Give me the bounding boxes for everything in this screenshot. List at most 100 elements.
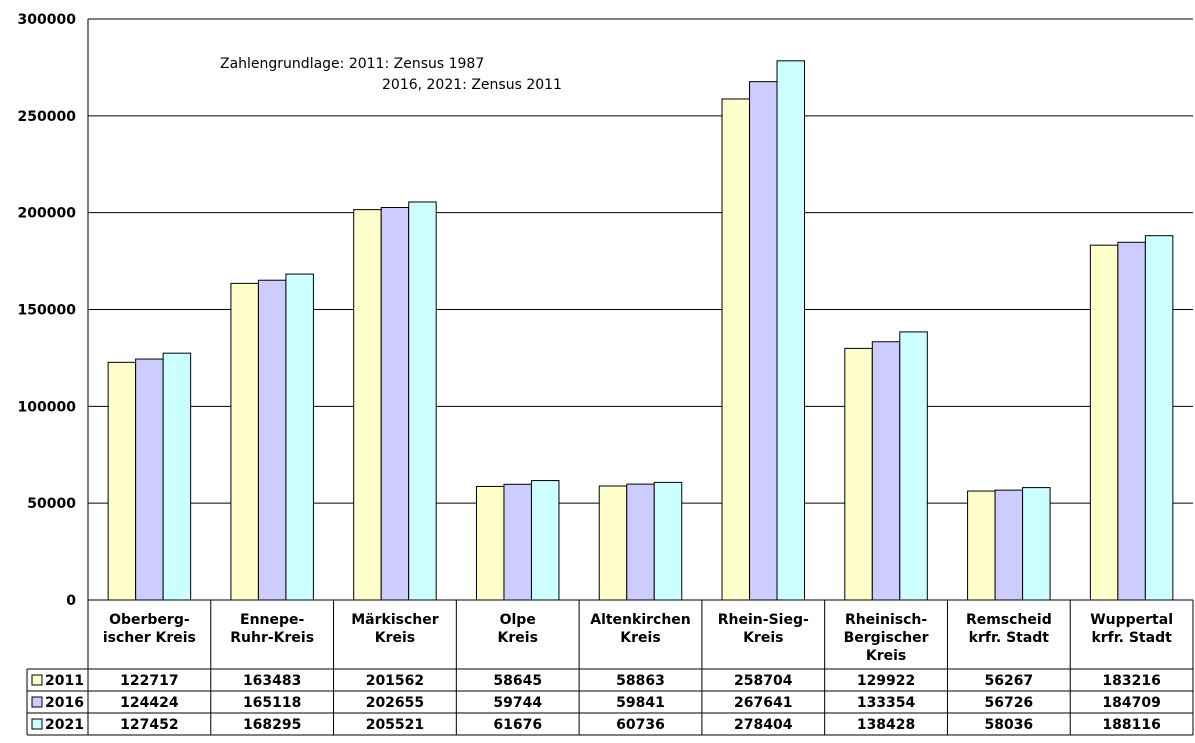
legend-swatch-2011: [31, 674, 43, 686]
table-value: 205521: [366, 717, 424, 733]
bar-2016: [380, 207, 410, 601]
category-label-line: Kreis: [620, 630, 660, 646]
table-value: 258704: [734, 673, 793, 689]
category-label: Remscheid krfr. Stadt: [966, 612, 1052, 646]
bar-2016: [749, 81, 778, 601]
bar-2021: [408, 201, 437, 601]
category-label-line: Oberberg-: [109, 612, 190, 628]
legend-swatch-2021: [31, 718, 43, 730]
table-value: 59744: [493, 695, 542, 711]
table-value: 201562: [366, 673, 424, 689]
table-value: 183216: [1102, 673, 1160, 689]
bar-2021: [653, 481, 683, 601]
bar-2011: [1089, 244, 1119, 601]
category-label-line: Altenkirchen: [590, 612, 691, 628]
bar-2021: [899, 331, 928, 601]
category-label: Rheinisch- Bergischer Kreis: [844, 612, 929, 664]
table-value: 168295: [243, 717, 301, 733]
bar-2016: [135, 358, 164, 601]
table-value: 58645: [493, 673, 542, 689]
legend-label: 2021: [45, 717, 84, 733]
category-label: Olpe Kreis: [498, 612, 538, 646]
bar-2011: [598, 485, 628, 601]
data-table: Oberberg-ischer Kreis Ennepe- Ruhr-Kreis Mä…: [26, 600, 1194, 736]
y-tick-label: 100000: [18, 399, 77, 415]
bar-2016: [994, 489, 1024, 601]
bar-2021: [776, 60, 806, 601]
table-value: 61676: [493, 717, 542, 733]
y-tick-label: 200000: [18, 206, 77, 222]
category-label-line: krfr. Stadt: [1091, 630, 1172, 646]
bar-2011: [475, 485, 505, 601]
table-value: 56726: [984, 695, 1033, 711]
table-value: 127452: [120, 717, 178, 733]
table-value: 163483: [243, 673, 301, 689]
category-label: Rhein-Sieg- Kreis: [718, 612, 809, 646]
category-label: Märkischer Kreis: [351, 612, 438, 646]
table-value: 58863: [616, 673, 665, 689]
table-value: 202655: [366, 695, 424, 711]
table-value: 188116: [1102, 717, 1160, 733]
category-label: Ennepe- Ruhr-Kreis: [230, 612, 314, 646]
bar-2021: [162, 352, 192, 601]
bar-2011: [230, 282, 259, 601]
category-label-line: Bergischer: [844, 630, 929, 646]
table-value: 138428: [857, 717, 915, 733]
category-label-line: Rhein-Sieg-: [718, 612, 809, 628]
y-tick-label: 50000: [27, 496, 76, 512]
table-value: 58036: [984, 717, 1033, 733]
category-label-line: Kreis: [866, 648, 906, 664]
annotation: Zahlengrundlage: 2011: Zensus 1987 2016,…: [220, 56, 562, 93]
annotation-line-2: 2016, 2021: Zensus 2011: [382, 77, 562, 93]
category-label-line: Wuppertal: [1090, 612, 1173, 628]
legend-label: 2011: [45, 673, 84, 689]
y-tick-label: 150000: [18, 303, 77, 319]
table-value: 133354: [857, 695, 916, 711]
bar-2011: [967, 490, 996, 601]
y-tick-label: 0: [66, 593, 76, 609]
category-label-line: ischer Kreis: [103, 630, 196, 646]
table-value: 184709: [1102, 695, 1160, 711]
category-label-line: Märkischer: [351, 612, 438, 628]
bar-2016: [626, 483, 655, 601]
bar-2011: [844, 347, 873, 601]
table-value: 278404: [734, 717, 793, 733]
table-value: 267641: [734, 695, 792, 711]
category-label: Oberberg-ischer Kreis: [103, 612, 196, 646]
table-value: 59841: [616, 695, 665, 711]
legend-swatch-2016: [31, 696, 43, 708]
category-label-line: Kreis: [498, 630, 538, 646]
table-value: 129922: [857, 673, 915, 689]
legend-label: 2016: [45, 695, 84, 711]
category-label: Altenkirchen Kreis: [590, 612, 691, 646]
category-label-line: krfr. Stadt: [969, 630, 1050, 646]
bar-2016: [871, 341, 901, 601]
table-value: 60736: [616, 717, 665, 733]
category-label-line: Olpe: [500, 612, 536, 628]
bar-2011: [353, 209, 382, 601]
bar-2016: [503, 483, 532, 601]
category-label-line: Ruhr-Kreis: [230, 630, 314, 646]
category-label-line: Kreis: [743, 630, 783, 646]
bar-2021: [1022, 487, 1051, 601]
category-label-line: Remscheid: [966, 612, 1052, 628]
category-label-line: Kreis: [375, 630, 415, 646]
table-value: 122717: [120, 673, 178, 689]
table-value: 124424: [120, 695, 179, 711]
bars: [107, 60, 1174, 601]
y-tick-label: 300000: [18, 12, 77, 28]
category-label-line: Ennepe-: [240, 612, 305, 628]
y-axis-ticks: 0 50000 100000 150000 200000 250000 300000: [18, 12, 77, 609]
table-value: 165118: [243, 695, 301, 711]
category-label: Wuppertal krfr. Stadt: [1090, 612, 1173, 646]
bar-2016: [1117, 241, 1146, 601]
bar-2021: [1144, 235, 1174, 601]
bar-2016: [257, 279, 287, 601]
bar-2021: [285, 273, 314, 601]
annotation-line-1: Zahlengrundlage: 2011: Zensus 1987: [220, 56, 484, 72]
bar-2021: [530, 480, 560, 601]
table-value: 56267: [984, 673, 1033, 689]
bar-2011: [721, 98, 751, 601]
category-label-line: Rheinisch-: [845, 612, 927, 628]
